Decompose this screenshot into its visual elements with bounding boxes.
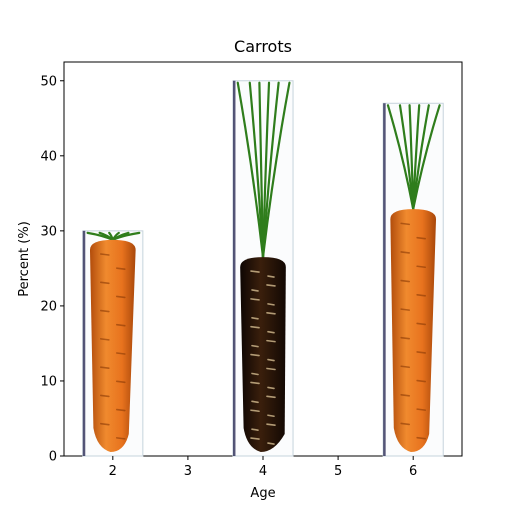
x-tick-label-5: 5 xyxy=(334,464,342,479)
y-axis-label: Percent (%) xyxy=(17,221,32,297)
carrot-leaves xyxy=(386,104,441,211)
bars-layer xyxy=(82,80,444,457)
chart-title: Carrots xyxy=(234,37,292,56)
y-tick-label-20: 20 xyxy=(40,299,57,314)
y-tick-label-40: 40 xyxy=(40,149,57,164)
y-tick-label-0: 0 xyxy=(49,450,57,465)
carrot-leaves xyxy=(236,81,291,259)
x-tick-label-2: 2 xyxy=(109,464,117,479)
carrot-body xyxy=(89,239,136,452)
bar-edge xyxy=(383,103,386,457)
y-tick-label-10: 10 xyxy=(40,374,57,389)
y-tick-label-50: 50 xyxy=(40,74,57,89)
carrot-texture xyxy=(100,253,126,440)
bar-edge xyxy=(82,230,86,456)
carrot-texture xyxy=(400,222,426,440)
carrot-body xyxy=(240,257,286,452)
bar-age-4 xyxy=(232,80,294,457)
y-tick-label-30: 30 xyxy=(40,224,57,239)
x-axis-label: Age xyxy=(250,486,275,501)
x-axis: 2 3 4 5 6 xyxy=(109,456,417,479)
carrot-body xyxy=(390,209,437,452)
bar-edge xyxy=(232,80,236,456)
bar-age-2 xyxy=(82,230,144,457)
x-tick-label-6: 6 xyxy=(409,464,417,479)
carrot-leaves xyxy=(86,231,141,241)
carrot-texture xyxy=(250,270,276,445)
y-axis: 0 10 20 30 40 50 xyxy=(40,74,64,465)
x-tick-label-4: 4 xyxy=(259,464,267,479)
bar-age-6 xyxy=(382,102,444,457)
x-tick-label-3: 3 xyxy=(184,464,192,479)
